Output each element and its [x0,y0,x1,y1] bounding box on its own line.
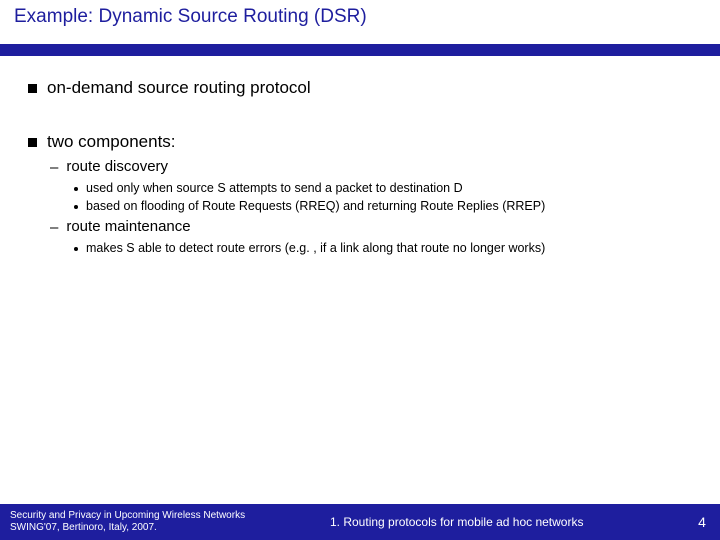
bullet-level1: two components: [28,132,700,152]
bullet-level1: on-demand source routing protocol [28,78,700,98]
bullet-text: used only when source S attempts to send… [86,180,463,196]
footer-line2: SWING'07, Bertinoro, Italy, 2007. [10,522,310,535]
slide-title: Example: Dynamic Source Routing (DSR) [14,6,706,28]
bullet-text: based on flooding of Route Requests (RRE… [86,198,545,214]
square-bullet-icon [28,138,37,147]
bullet-level3: makes S able to detect route errors (e.g… [74,240,700,256]
title-underline [0,44,720,56]
slide-content: on-demand source routing protocol two co… [0,56,720,256]
dot-bullet-icon [74,247,78,251]
dot-bullet-icon [74,187,78,191]
page-number: 4 [684,514,720,530]
slide-footer: Security and Privacy in Upcoming Wireles… [0,504,720,540]
bullet-text: makes S able to detect route errors (e.g… [86,240,545,256]
bullet-level3: used only when source S attempts to send… [74,180,700,196]
dot-bullet-icon [74,205,78,209]
bullet-level3: based on flooding of Route Requests (RRE… [74,198,700,214]
title-bar: Example: Dynamic Source Routing (DSR) [0,0,720,44]
bullet-text: two components: [47,132,176,152]
bullet-text: on-demand source routing protocol [47,78,311,98]
footer-center: 1. Routing protocols for mobile ad hoc n… [310,515,684,529]
square-bullet-icon [28,84,37,93]
bullet-level2: – route discovery [50,158,700,178]
footer-left: Security and Privacy in Upcoming Wireles… [0,510,310,535]
dash-bullet-icon: – [50,218,58,238]
bullet-text: route maintenance [66,218,190,235]
footer-line1: Security and Privacy in Upcoming Wireles… [10,510,310,523]
dash-bullet-icon: – [50,158,58,178]
bullet-level2: – route maintenance [50,218,700,238]
bullet-text: route discovery [66,158,168,175]
